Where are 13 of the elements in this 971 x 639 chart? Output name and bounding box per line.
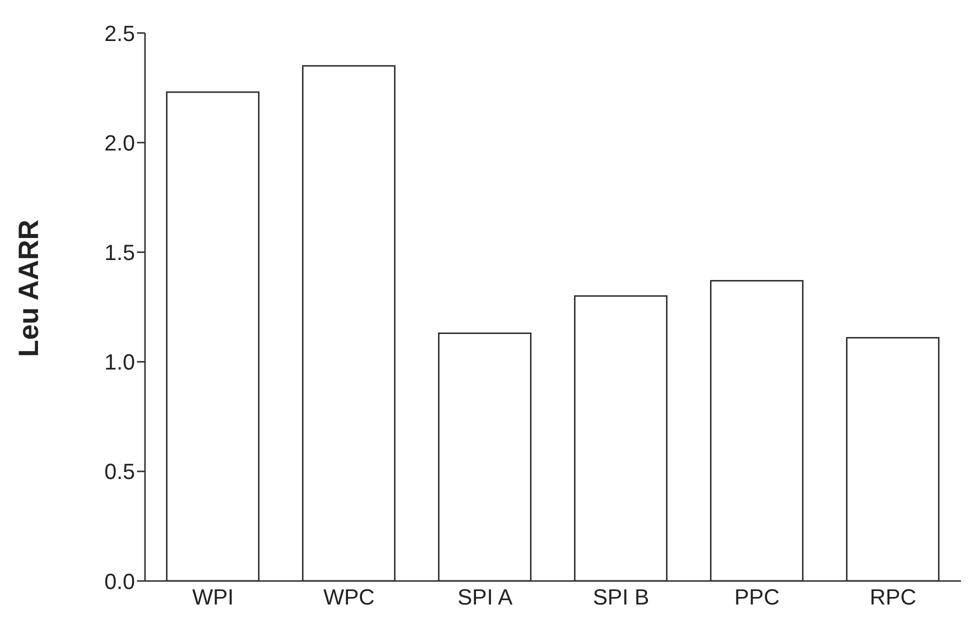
x-tick-label: SPI A xyxy=(457,584,513,610)
y-tick-label: 0.5 xyxy=(104,459,135,484)
y-tick-label: 1.5 xyxy=(104,240,135,266)
y-tick-label: 0.0 xyxy=(104,568,135,594)
x-tick-label: WPI xyxy=(192,584,234,610)
y-tick-label: 1.0 xyxy=(104,350,135,375)
x-tick-label: PPC xyxy=(734,584,780,610)
y-tick-label: 2.5 xyxy=(104,20,135,46)
x-tick-label: RPC xyxy=(870,584,916,610)
y-axis-title: Leu AARR xyxy=(12,220,44,357)
x-tick-label: WPC xyxy=(323,584,375,610)
y-tick-label: 2.0 xyxy=(104,130,135,156)
x-tick-label: SPI B xyxy=(592,584,650,610)
